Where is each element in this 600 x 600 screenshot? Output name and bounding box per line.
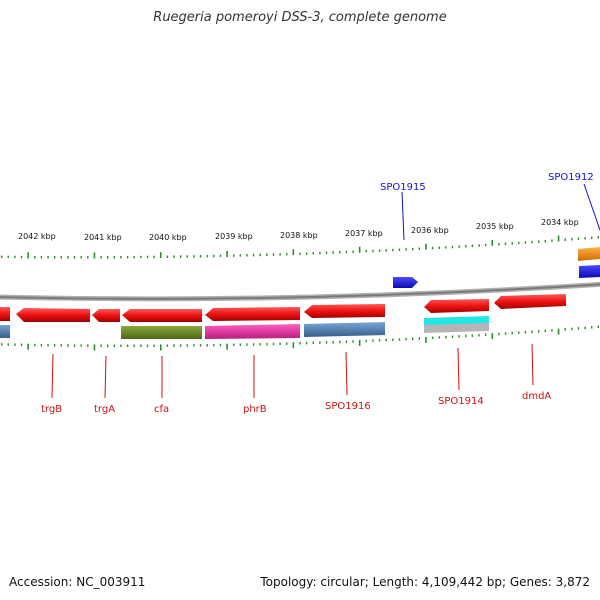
scale-label-2041: 2041 kbp xyxy=(84,233,122,242)
gene-spo1912-blue[interactable] xyxy=(579,265,600,278)
accession-text: Accession: NC_003911 xyxy=(9,575,146,589)
gene-spo1916[interactable] xyxy=(304,304,385,318)
gene-phrb[interactable] xyxy=(205,307,300,321)
feature-spo1914-grey[interactable] xyxy=(424,323,489,333)
gene-dmda[interactable] xyxy=(494,294,566,309)
gene-left-edge[interactable] xyxy=(0,307,10,321)
gene-label-trga[interactable]: trgA xyxy=(94,404,115,415)
genome-summary-text: Topology: circular; Length: 4,109,442 bp… xyxy=(260,575,590,589)
scale-label-2040: 2040 kbp xyxy=(149,233,187,242)
feature-spo1916-blue[interactable] xyxy=(304,322,385,337)
scale-label-2037: 2037 kbp xyxy=(345,229,383,238)
gene-label-spo1915[interactable]: SPO1915 xyxy=(380,182,426,193)
gene-label-phrb[interactable]: phrB xyxy=(243,404,267,415)
scale-label-2036: 2036 kbp xyxy=(411,226,449,235)
gene-trga[interactable] xyxy=(92,309,120,322)
feature-left-blue[interactable] xyxy=(0,325,10,338)
scale-label-2034: 2034 kbp xyxy=(541,218,579,227)
gene-label-cfa[interactable]: cfa xyxy=(154,404,169,415)
upper-scale-track xyxy=(0,235,600,259)
lower-scale-track xyxy=(0,325,600,351)
gene-spo1912-orange[interactable] xyxy=(578,247,600,261)
leader-spo1915 xyxy=(401,191,405,241)
gene-label-spo1914[interactable]: SPO1914 xyxy=(438,396,484,407)
gene-spo1914[interactable] xyxy=(424,299,489,313)
feature-track xyxy=(0,316,489,339)
feature-cfa-olive[interactable] xyxy=(121,326,202,339)
scale-label-2038: 2038 kbp xyxy=(280,231,318,240)
genome-title: Ruegeria pomeroyi DSS-3, complete genome xyxy=(153,10,447,25)
scale-label-2035: 2035 kbp xyxy=(476,222,514,231)
leader-spo1912 xyxy=(583,183,600,231)
gene-label-spo1912[interactable]: SPO1912 xyxy=(548,172,594,183)
gene-cfa[interactable] xyxy=(122,309,202,322)
gene-label-spo1916[interactable]: SPO1916 xyxy=(325,401,371,412)
gene-spo1915[interactable] xyxy=(393,277,418,288)
gene-label-dmda[interactable]: dmdA xyxy=(522,391,551,402)
scale-labels: 2042 kbp 2041 kbp 2040 kbp 2039 kbp 2038… xyxy=(18,218,579,242)
gene-trgb[interactable] xyxy=(16,308,90,322)
genome-backbone-edge xyxy=(0,283,600,300)
scale-label-2039: 2039 kbp xyxy=(215,232,253,241)
gene-label-trgb[interactable]: trgB xyxy=(41,404,62,415)
bottom-leaders xyxy=(51,343,534,399)
scale-label-2042: 2042 kbp xyxy=(18,232,56,241)
cds-track xyxy=(0,294,566,322)
feature-phrb-magenta[interactable] xyxy=(205,324,300,339)
